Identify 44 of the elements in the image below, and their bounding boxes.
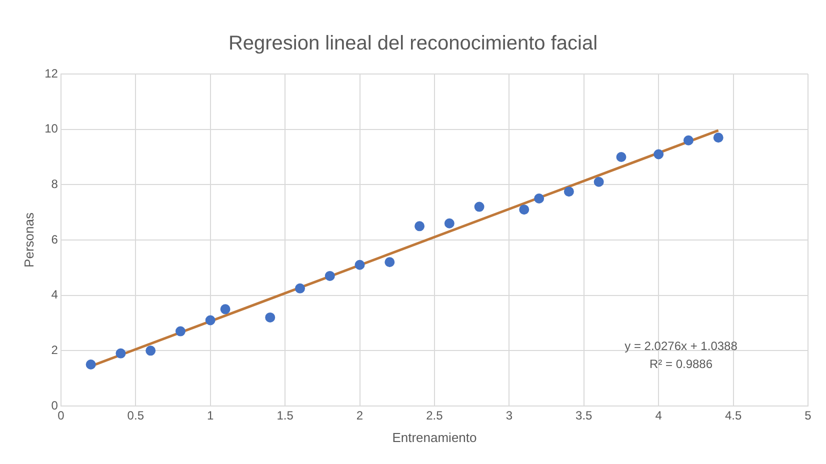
point [324,270,335,281]
x-tick-label: 2 [356,408,364,423]
point [220,304,230,314]
x-tick-label: 3 [506,408,513,423]
x-tick-label: 5 [804,408,812,423]
point [116,348,126,358]
x-tick-label: 3.5 [576,408,593,423]
point [444,218,454,228]
point [534,194,544,204]
y-tick-label: 4 [51,288,58,302]
point [654,149,664,160]
point [384,257,395,268]
point [594,176,604,187]
point [713,132,724,143]
y-tick-label: 2 [51,342,58,357]
annotation: R² = 0.9886 [649,357,713,371]
x-tick-label: 0.5 [127,408,144,423]
point [205,315,216,326]
point [519,204,530,215]
x-tick-label: 4 [655,408,662,423]
x-axis-title: Entrenamiento [392,430,477,445]
point [86,360,96,370]
point [265,312,276,322]
point [295,283,306,294]
y-tick-label: 8 [51,176,58,191]
y-axis-title: Personas [21,212,36,268]
point [146,346,156,356]
point [564,186,574,197]
point [474,202,484,212]
x-tick-label: 1 [207,408,214,423]
annotation: y = 2.0276x + 1.0388 [624,339,738,353]
chart-title: Regresion lineal del reconocimiento facial [228,32,598,55]
x-tick-label: 1.5 [276,408,294,423]
y-tick-label: 0 [51,398,58,412]
y-tick-label: 10 [44,122,58,136]
point [414,221,425,232]
y-tick-label: 6 [51,232,58,246]
x-tick-label: 4.5 [724,408,742,423]
y-tick-label: 12 [44,66,58,80]
point [175,326,186,336]
point [354,260,365,270]
point [616,152,626,162]
x-tick-label: 2.5 [426,408,444,423]
point [683,135,694,146]
